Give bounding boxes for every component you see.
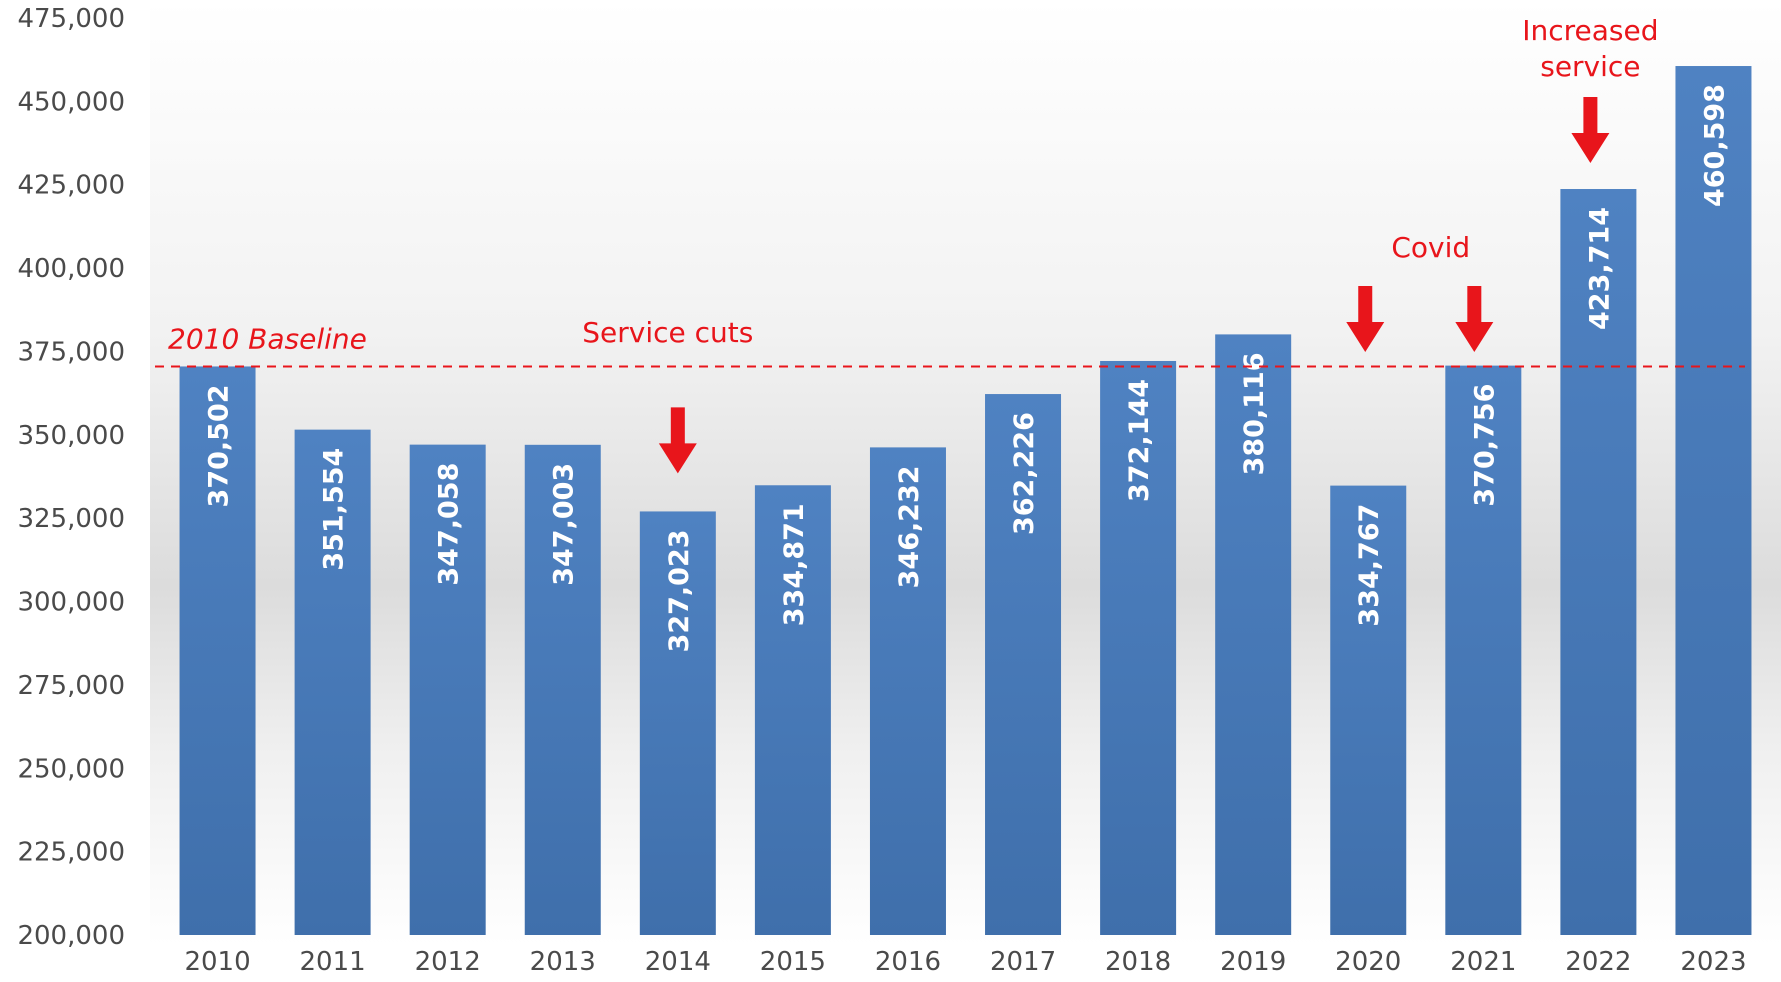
annotation-covid: Covid	[1391, 231, 1470, 264]
bar-2022	[1560, 189, 1637, 935]
y-tick-label: 250,000	[17, 754, 125, 784]
covid-arrow-2020-icon	[1346, 286, 1385, 352]
annotation-service-cuts: Service cuts	[582, 316, 753, 349]
value-label-2017: 362,226	[1009, 412, 1040, 535]
y-tick-label: 450,000	[17, 87, 125, 117]
value-label-2015: 334,871	[779, 503, 810, 626]
bar-2017	[985, 394, 1062, 935]
value-label-2021: 370,756	[1469, 384, 1500, 507]
y-tick-label: 225,000	[17, 838, 125, 868]
service-cuts-arrow-icon	[658, 407, 697, 474]
increased-service-arrow-icon	[1571, 97, 1610, 163]
bar-2015	[754, 485, 831, 935]
y-tick-label: 425,000	[17, 171, 125, 201]
bar-2016	[869, 447, 946, 935]
x-tick-label: 2022	[1565, 947, 1631, 977]
x-tick-label: 2015	[760, 947, 826, 977]
value-label-2023: 460,598	[1699, 84, 1730, 207]
x-tick-label: 2010	[184, 947, 250, 977]
value-label-2012: 347,058	[434, 463, 465, 586]
x-tick-label: 2018	[1105, 947, 1171, 977]
bar-2010	[179, 366, 256, 935]
value-label-2014: 327,023	[664, 529, 695, 652]
y-tick-label: 475,000	[17, 4, 125, 34]
plot-background	[150, 0, 1781, 945]
y-tick-label: 375,000	[17, 337, 125, 367]
x-tick-label: 2012	[415, 947, 481, 977]
x-tick-label: 2016	[875, 947, 941, 977]
bar-2021	[1445, 365, 1522, 936]
x-tick-label: 2021	[1450, 947, 1516, 977]
value-label-2022: 423,714	[1584, 207, 1615, 330]
bar-2023	[1675, 66, 1752, 936]
x-tick-label: 2017	[990, 947, 1056, 977]
bar-2012	[409, 444, 486, 935]
value-label-2013: 347,003	[549, 463, 580, 586]
value-label-2020: 334,767	[1354, 504, 1385, 627]
value-label-2010: 370,502	[204, 384, 235, 507]
x-tick-label: 2011	[300, 947, 366, 977]
value-label-2018: 372,144	[1124, 379, 1155, 502]
annotation-increased-service-line: Increased	[1522, 14, 1658, 47]
x-tick-label: 2013	[530, 947, 596, 977]
value-label-2019: 380,116	[1239, 352, 1270, 475]
bar-2019	[1215, 334, 1292, 935]
x-tick-label: 2019	[1220, 947, 1286, 977]
x-tick-label: 2020	[1335, 947, 1401, 977]
bar-2014	[639, 511, 716, 935]
covid-arrow-2021-icon	[1455, 286, 1494, 352]
y-tick-label: 300,000	[17, 588, 125, 618]
y-tick-label: 275,000	[17, 671, 125, 701]
y-tick-label: 200,000	[17, 921, 125, 951]
y-tick-label: 400,000	[17, 254, 125, 284]
baseline-label: 2010 Baseline	[168, 322, 367, 355]
x-tick-label: 2014	[645, 947, 711, 977]
y-tick-label: 325,000	[17, 504, 125, 534]
value-label-2011: 351,554	[319, 448, 350, 571]
bar-2011	[294, 429, 371, 935]
y-tick-label: 350,000	[17, 421, 125, 451]
bar-2018	[1100, 360, 1177, 935]
value-label-2016: 346,232	[894, 465, 925, 588]
x-tick-label: 2023	[1680, 947, 1746, 977]
bar-2020	[1330, 485, 1407, 935]
bar-2013	[524, 444, 601, 935]
annotation-increased-service-line: service	[1540, 50, 1640, 83]
